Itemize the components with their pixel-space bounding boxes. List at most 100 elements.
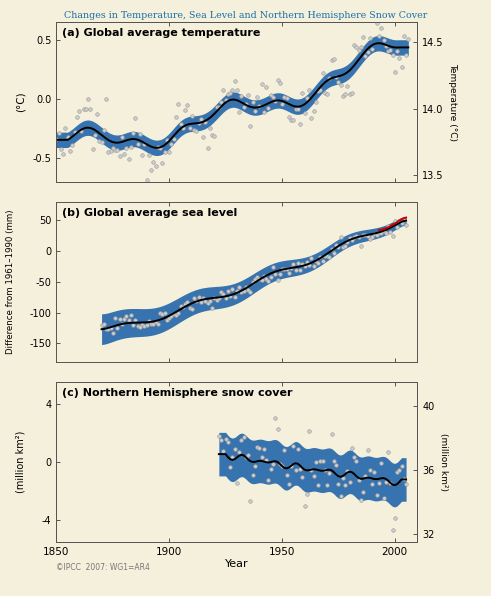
Point (359, 488, 367, 497)
Point (350, 41, 358, 50)
Text: Changes in Temperature, Sea Level and Northern Hemisphere Snow Cover: Changes in Temperature, Sea Level and No… (64, 11, 427, 20)
Point (323, 480, 331, 490)
Point (109, 328, 117, 338)
Point (147, 319, 155, 328)
Point (57, 144, 65, 153)
Point (355, 232, 363, 242)
Point (260, 271, 268, 281)
Point (150, 157, 158, 167)
Point (348, 235, 356, 245)
Point (327, 244, 335, 254)
Point (332, 72, 340, 81)
Point (272, 414, 279, 423)
Point (181, 299, 189, 309)
Point (273, 275, 281, 284)
Point (188, 304, 196, 313)
Point (371, 13, 379, 23)
Point (143, 175, 151, 184)
Point (240, 287, 247, 296)
Point (222, 293, 230, 303)
Point (278, 264, 286, 274)
Point (233, 286, 241, 296)
Y-axis label: Temperature (°C): Temperature (°C) (448, 63, 457, 141)
Point (129, 321, 137, 330)
Point (129, 128, 137, 138)
Point (334, 480, 342, 489)
Point (398, 63, 406, 72)
Point (267, 91, 274, 100)
Point (373, 18, 381, 28)
Point (364, 47, 372, 57)
Point (283, 93, 291, 103)
Point (339, 92, 347, 101)
Point (380, 226, 387, 235)
Point (199, 294, 207, 303)
Point (337, 80, 345, 89)
Point (238, 436, 246, 445)
Point (312, 97, 320, 107)
Point (251, 461, 259, 471)
Point (359, 32, 367, 42)
Point (393, 46, 401, 56)
Point (161, 147, 169, 157)
Point (132, 113, 139, 123)
Point (64, 132, 72, 142)
Point (382, 228, 390, 238)
Point (244, 285, 252, 295)
Point (242, 99, 250, 108)
Point (344, 466, 352, 476)
Point (339, 473, 347, 483)
Point (327, 429, 335, 439)
Point (303, 489, 311, 499)
Point (102, 94, 110, 103)
Point (355, 475, 363, 485)
Point (299, 260, 306, 269)
Point (179, 302, 187, 312)
Point (197, 114, 205, 123)
Point (348, 88, 356, 98)
Point (211, 132, 218, 141)
Point (307, 113, 315, 123)
Point (222, 434, 230, 443)
Point (73, 112, 81, 122)
Point (240, 432, 247, 442)
Point (294, 104, 302, 114)
Point (224, 89, 232, 99)
Point (294, 445, 302, 454)
Point (120, 150, 128, 159)
Point (366, 234, 374, 244)
Point (219, 290, 227, 299)
Point (319, 69, 327, 78)
Point (127, 310, 135, 319)
Point (312, 257, 320, 266)
Point (280, 92, 288, 101)
Point (400, 31, 408, 41)
Point (337, 491, 345, 501)
Point (80, 104, 87, 113)
Point (366, 465, 374, 475)
Point (242, 282, 250, 291)
Point (319, 256, 327, 266)
Point (285, 112, 293, 122)
Point (253, 272, 261, 282)
Point (145, 150, 153, 160)
Point (276, 459, 284, 468)
Y-axis label: (million km²): (million km²) (439, 433, 448, 491)
Point (118, 319, 126, 329)
Point (150, 319, 158, 328)
Point (289, 441, 297, 451)
Point (174, 309, 182, 318)
Point (163, 316, 171, 325)
Point (287, 461, 295, 471)
Point (373, 490, 381, 499)
Point (217, 97, 225, 107)
Point (116, 315, 124, 324)
Point (398, 219, 406, 228)
Point (111, 313, 119, 323)
Point (371, 467, 379, 476)
Point (323, 251, 331, 260)
Point (163, 135, 171, 145)
Point (100, 126, 108, 135)
Point (238, 287, 246, 296)
Point (361, 51, 369, 61)
